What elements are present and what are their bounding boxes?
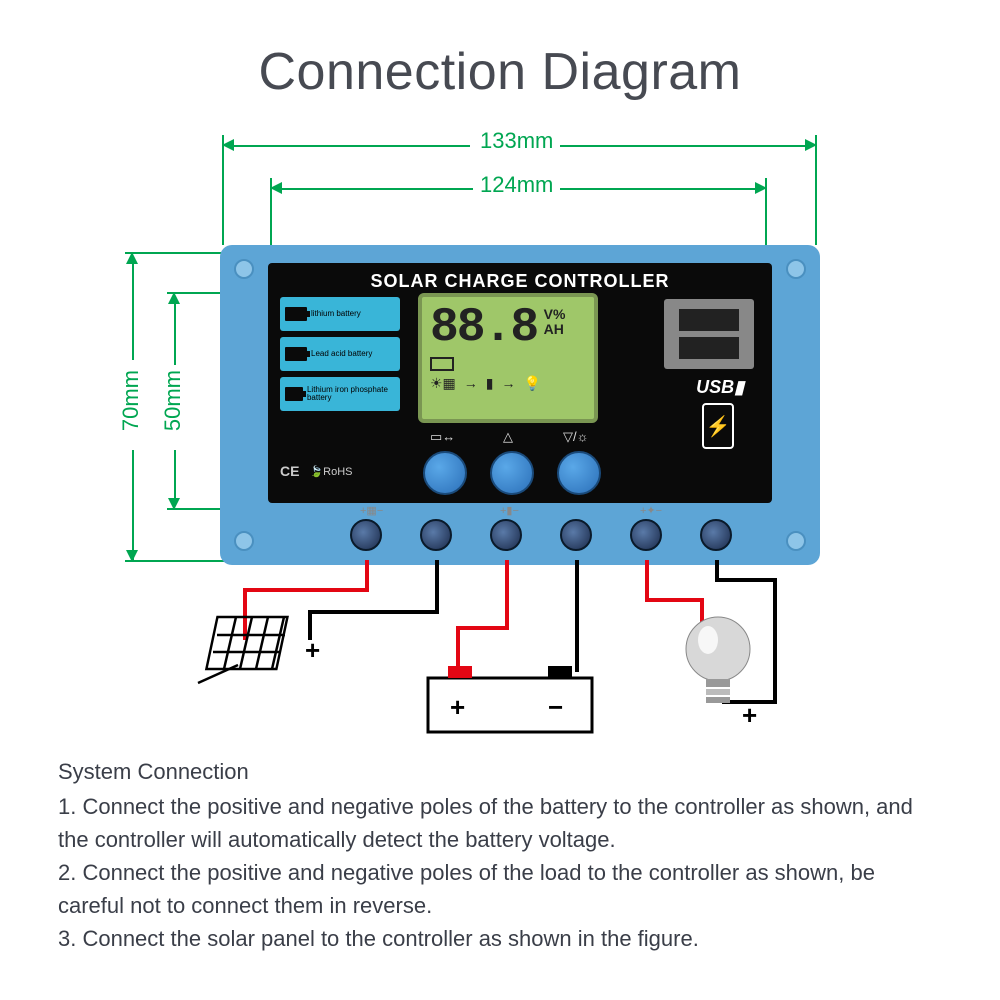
mount-hole (234, 531, 254, 551)
page-title: Connection Diagram (0, 0, 1000, 102)
battery-type-lifepo4: Lithium iron phosphate battery (280, 377, 400, 411)
instructions: System Connection 1. Connect the positiv… (58, 755, 942, 955)
load-pos-terminal (630, 519, 662, 551)
usb-port-1 (679, 309, 739, 331)
btn-label-down: ▽/☼ (563, 429, 589, 445)
dim-inner-height: 50mm (160, 370, 186, 431)
solar-pos-terminal (350, 519, 382, 551)
up-button[interactable] (490, 451, 534, 495)
battery-type-lithium: lithium battery (280, 297, 400, 331)
instructions-heading: System Connection (58, 755, 942, 788)
dim-outer-width: 133mm (480, 128, 553, 154)
lcd-display: 88.8 V% AH ☀▦→▮→💡 (418, 293, 598, 423)
lcd-reading: 88.8 (422, 297, 539, 355)
lcd-unit-bottom: AH (544, 322, 566, 337)
battery-icon (285, 347, 307, 361)
terminal-label-solar: +▦− (360, 504, 383, 517)
usb-label: USB▮ (696, 377, 744, 398)
battery-icon (285, 387, 303, 401)
battery-icon (285, 307, 307, 321)
battery-pos-terminal (490, 519, 522, 551)
terminal-label-battery: +▮− (500, 504, 519, 517)
terminal-label-load: +✦− (640, 504, 662, 517)
battery-minus: − (548, 692, 563, 723)
instruction-step: 1. Connect the positive and negative pol… (58, 790, 942, 856)
terminal-strip (350, 519, 732, 551)
mount-hole (234, 259, 254, 279)
dim-outer-height: 70mm (118, 370, 144, 431)
btn-label-up: △ (503, 429, 513, 445)
battery-plus: + (450, 692, 465, 723)
usb-ports (664, 299, 754, 369)
dim-inner-width: 124mm (480, 172, 553, 198)
bulb-plus: + (742, 700, 757, 731)
instruction-step: 2. Connect the positive and negative pol… (58, 856, 942, 922)
bulb-icon: + (680, 605, 770, 730)
control-panel: SOLAR CHARGE CONTROLLER lithium battery … (268, 263, 772, 503)
lcd-battery-row (422, 355, 594, 373)
solar-plus: + (305, 635, 320, 666)
solar-panel-icon: + (190, 605, 320, 700)
instruction-step: 3. Connect the solar panel to the contro… (58, 922, 942, 955)
lcd-unit-top: V% (544, 307, 566, 322)
usb-port-2 (679, 337, 739, 359)
certifications: CE 🍃RoHS (280, 463, 353, 479)
solar-neg-terminal (420, 519, 452, 551)
battery-icon: + − (420, 660, 600, 745)
down-button[interactable] (557, 451, 601, 495)
menu-button[interactable] (423, 451, 467, 495)
lcd-flow-icons: ☀▦→▮→💡 (422, 373, 594, 394)
btn-label-menu: ▭↔ (430, 429, 455, 445)
charge-icon: ⚡ (702, 403, 734, 449)
battery-neg-terminal (560, 519, 592, 551)
mount-hole (786, 259, 806, 279)
mount-hole (786, 531, 806, 551)
solar-controller-device: SOLAR CHARGE CONTROLLER lithium battery … (220, 245, 820, 565)
device-title: SOLAR CHARGE CONTROLLER (268, 263, 772, 292)
load-neg-terminal (700, 519, 732, 551)
battery-type-lead-acid: Lead acid battery (280, 337, 400, 371)
